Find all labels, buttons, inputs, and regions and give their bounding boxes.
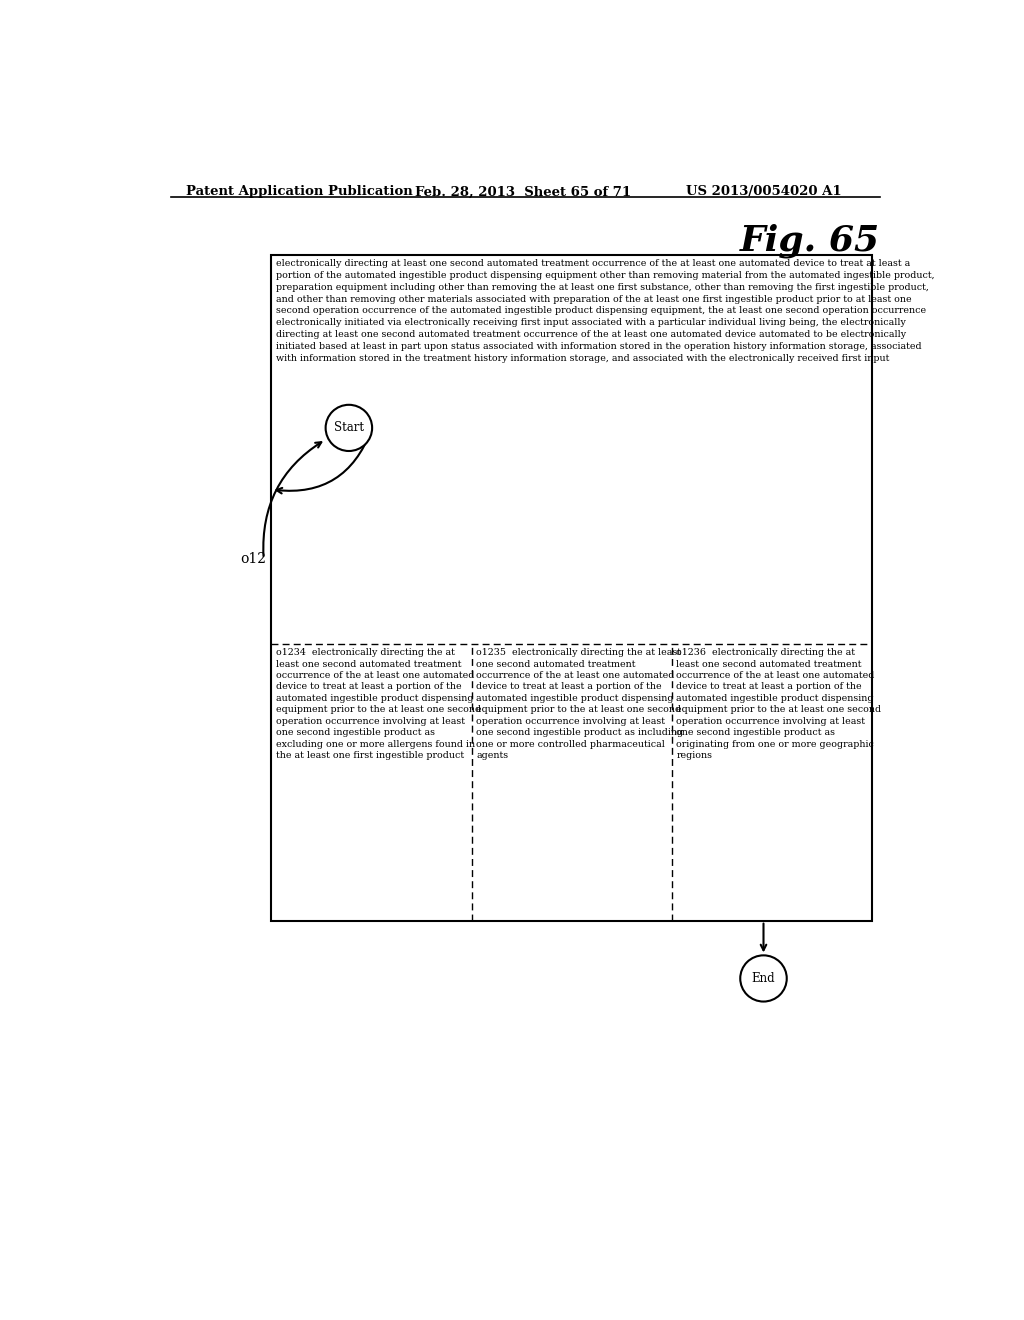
Text: End: End: [752, 972, 775, 985]
Text: Fig. 65: Fig. 65: [740, 224, 881, 259]
Text: Start: Start: [334, 421, 364, 434]
Circle shape: [740, 956, 786, 1002]
Text: electronically directing at least one second automated treatment occurrence of t: electronically directing at least one se…: [276, 259, 935, 363]
Text: US 2013/0054020 A1: US 2013/0054020 A1: [686, 185, 842, 198]
Text: o1234  electronically directing the at
least one second automated treatment
occu: o1234 electronically directing the at le…: [276, 648, 481, 760]
Bar: [271, 255, 872, 921]
Circle shape: [326, 405, 372, 451]
Text: o12: o12: [241, 552, 266, 566]
Text: Feb. 28, 2013  Sheet 65 of 71: Feb. 28, 2013 Sheet 65 of 71: [415, 185, 631, 198]
Text: Patent Application Publication: Patent Application Publication: [186, 185, 413, 198]
Text: o1236  electronically directing the at
least one second automated treatment
occu: o1236 electronically directing the at le…: [677, 648, 882, 760]
Text: o1235  electronically directing the at least
one second automated treatment
occu: o1235 electronically directing the at le…: [476, 648, 683, 760]
